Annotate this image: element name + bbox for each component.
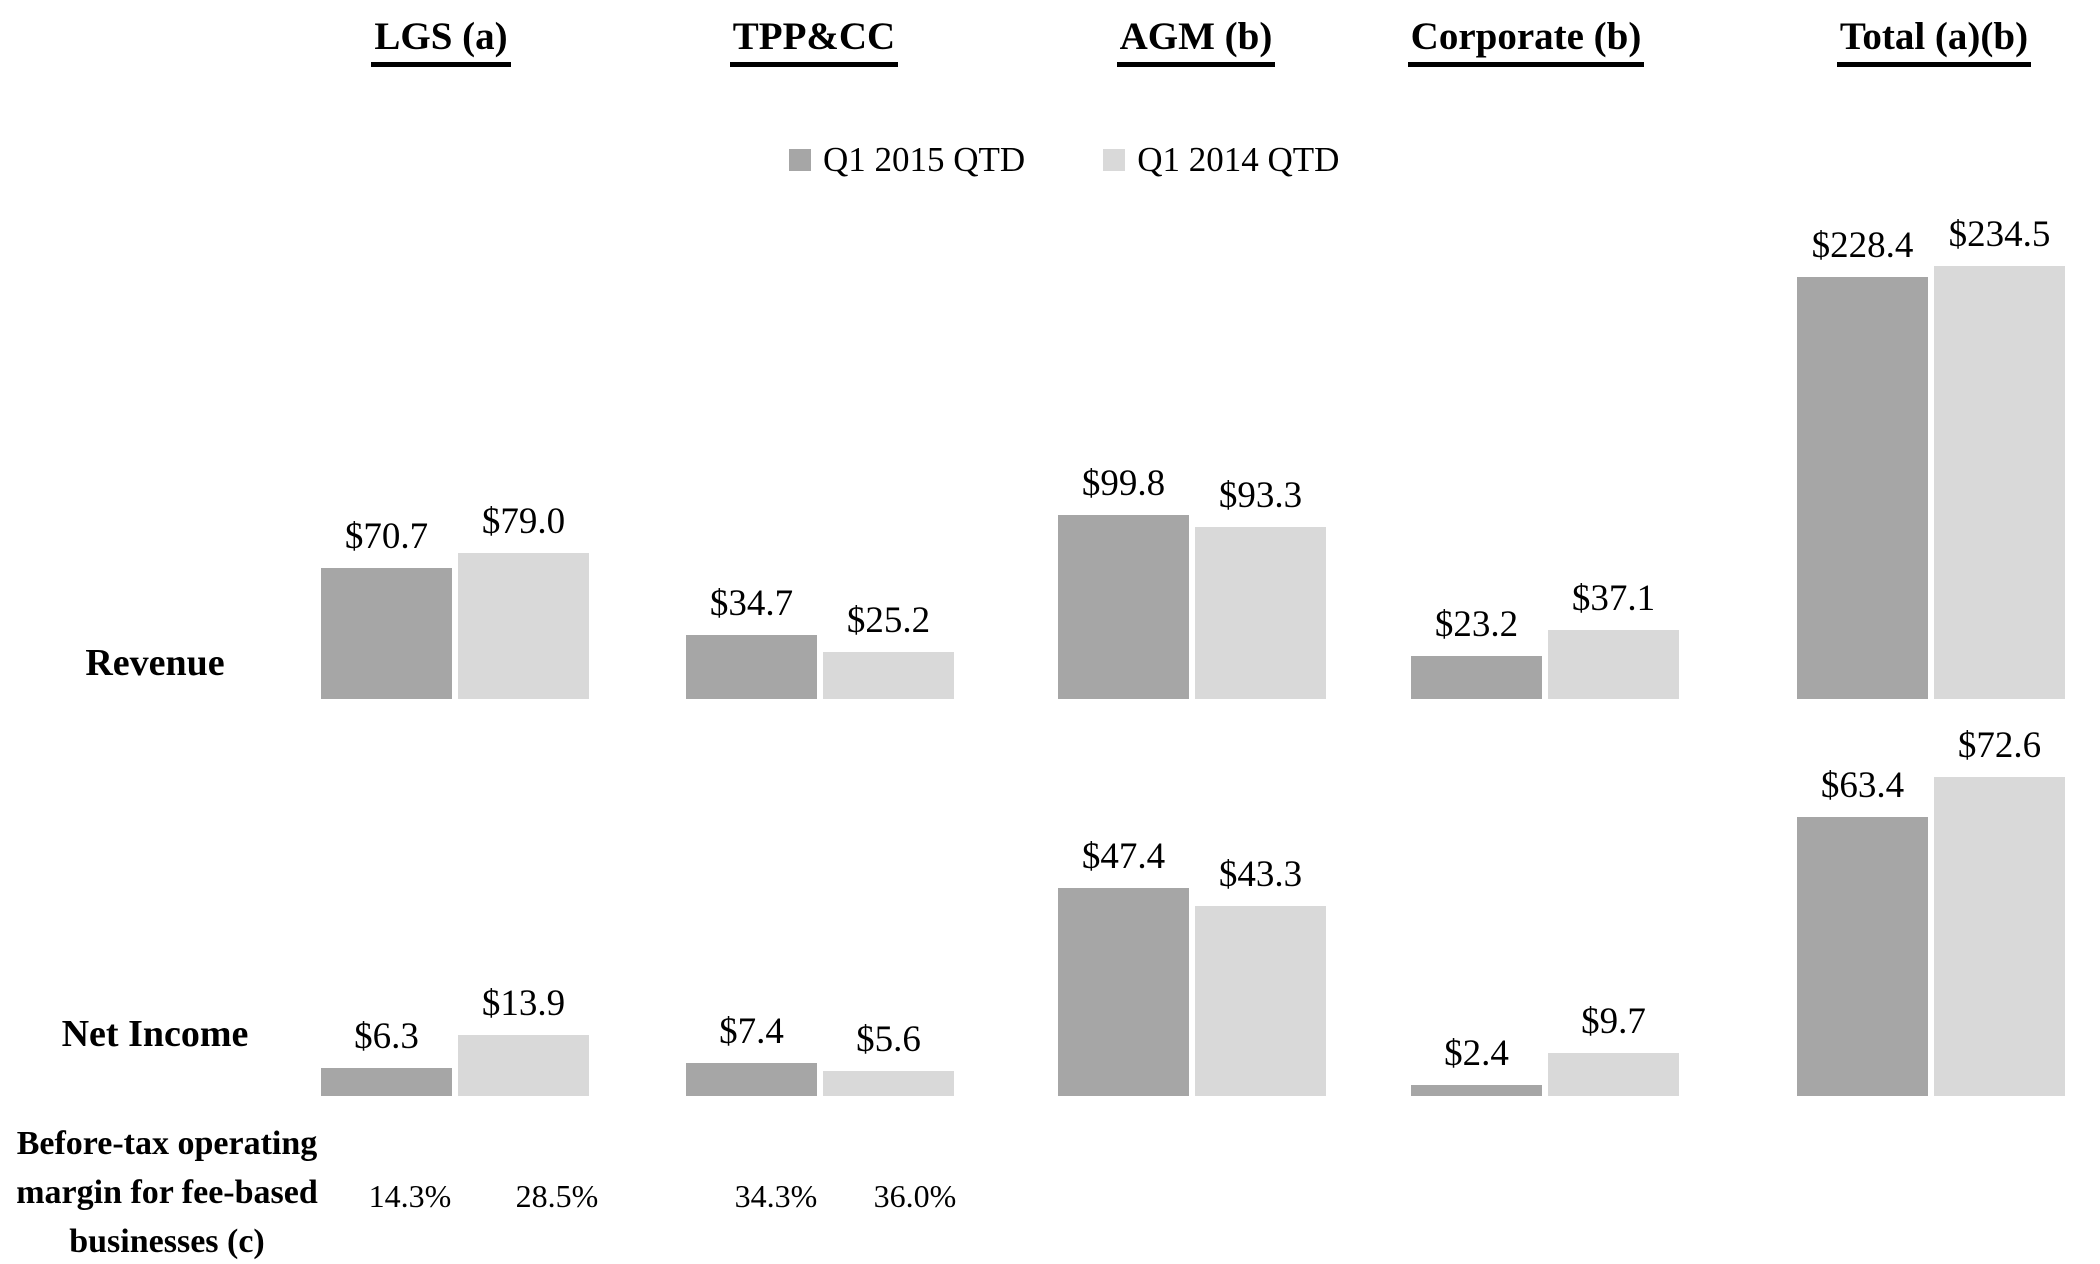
bar-value-revenue-lgs-a-q1-2014-qtd: $79.0 xyxy=(481,501,566,542)
row-label-net-income: Net Income xyxy=(61,1013,249,1055)
column-header-tpp-cc: TPP&CC xyxy=(634,14,994,67)
bar-revenue-tpp-cc-q1-2015-qtd xyxy=(686,635,817,699)
column-header-text: AGM (b) xyxy=(1116,14,1276,67)
bar-revenue-total-a-b-q1-2015-qtd xyxy=(1797,277,1928,699)
bar-revenue-lgs-a-q1-2014-qtd xyxy=(458,553,589,699)
bar-value-net-income-lgs-a-q1-2015-qtd: $6.3 xyxy=(354,1016,419,1057)
bar-value-net-income-total-a-b-q1-2014-qtd: $72.6 xyxy=(1957,725,2042,766)
margin-value-lgs-a-q1-2014: 28.5% xyxy=(515,1178,599,1214)
bar-net-income-total-a-b-q1-2014-qtd xyxy=(1934,777,2065,1096)
legend-item-q1-2015-qtd: Q1 2015 QTD xyxy=(789,140,1025,180)
legend-item-q1-2014-qtd: Q1 2014 QTD xyxy=(1103,140,1339,180)
margin-value-lgs-a-q1-2015: 14.3% xyxy=(368,1178,452,1214)
column-header-text: LGS (a) xyxy=(371,14,511,67)
bar-revenue-total-a-b-q1-2014-qtd xyxy=(1934,266,2065,699)
bar-net-income-total-a-b-q1-2015-qtd xyxy=(1797,817,1928,1096)
bar-value-net-income-corporate-b-q1-2014-qtd: $9.7 xyxy=(1581,1001,1646,1042)
margin-row-label: Before-tax operating margin for fee-base… xyxy=(2,1119,332,1264)
bar-value-revenue-corporate-b-q1-2015-qtd: $23.2 xyxy=(1434,604,1519,645)
bar-value-net-income-tpp-cc-q1-2014-qtd: $5.6 xyxy=(856,1019,921,1060)
bar-value-revenue-total-a-b-q1-2014-qtd: $234.5 xyxy=(1948,214,2051,255)
bar-revenue-tpp-cc-q1-2014-qtd xyxy=(823,652,954,699)
bar-revenue-corporate-b-q1-2015-qtd xyxy=(1411,656,1542,699)
bar-net-income-lgs-a-q1-2014-qtd xyxy=(458,1035,589,1096)
column-header-corporate-b: Corporate (b) xyxy=(1346,14,1706,67)
bar-value-net-income-tpp-cc-q1-2015-qtd: $7.4 xyxy=(719,1011,784,1052)
legend: Q1 2015 QTD Q1 2014 QTD xyxy=(789,140,1339,180)
bar-net-income-lgs-a-q1-2015-qtd xyxy=(321,1068,452,1096)
bar-value-net-income-corporate-b-q1-2015-qtd: $2.4 xyxy=(1444,1033,1509,1074)
margin-row-label-line1: Before-tax operating xyxy=(16,1125,318,1162)
legend-label: Q1 2015 QTD xyxy=(823,140,1026,179)
bar-revenue-agm-b-q1-2014-qtd xyxy=(1195,527,1326,699)
bar-value-net-income-agm-b-q1-2014-qtd: $43.3 xyxy=(1218,854,1303,895)
bar-value-revenue-total-a-b-q1-2015-qtd: $228.4 xyxy=(1811,225,1914,266)
bar-value-revenue-agm-b-q1-2015-qtd: $99.8 xyxy=(1081,463,1166,504)
bar-value-revenue-tpp-cc-q1-2014-qtd: $25.2 xyxy=(846,600,931,641)
bar-net-income-agm-b-q1-2014-qtd xyxy=(1195,906,1326,1096)
bar-value-revenue-agm-b-q1-2014-qtd: $93.3 xyxy=(1218,475,1303,516)
bar-revenue-lgs-a-q1-2015-qtd xyxy=(321,568,452,699)
bar-value-revenue-lgs-a-q1-2015-qtd: $70.7 xyxy=(344,516,429,557)
bar-value-revenue-corporate-b-q1-2014-qtd: $37.1 xyxy=(1571,578,1656,619)
column-header-agm-b: AGM (b) xyxy=(1016,14,1376,67)
legend-swatch-q1-2015-qtd xyxy=(789,149,811,171)
bar-revenue-agm-b-q1-2015-qtd xyxy=(1058,515,1189,699)
bar-value-net-income-agm-b-q1-2015-qtd: $47.4 xyxy=(1081,836,1166,877)
row-label-revenue: Revenue xyxy=(85,642,225,684)
legend-label: Q1 2014 QTD xyxy=(1137,140,1340,179)
column-header-text: TPP&CC xyxy=(729,14,899,67)
margin-value-tpp-cc-q1-2014: 36.0% xyxy=(873,1178,957,1214)
column-header-text: Total (a)(b) xyxy=(1836,14,2032,67)
bar-net-income-tpp-cc-q1-2015-qtd xyxy=(686,1063,817,1096)
legend-swatch-q1-2014-qtd xyxy=(1103,149,1126,171)
bar-value-net-income-lgs-a-q1-2014-qtd: $13.9 xyxy=(481,983,566,1024)
margin-row-label-line3: businesses (c) xyxy=(69,1223,265,1260)
bar-value-revenue-tpp-cc-q1-2015-qtd: $34.7 xyxy=(709,583,794,624)
bar-value-net-income-total-a-b-q1-2015-qtd: $63.4 xyxy=(1820,765,1905,806)
margin-value-tpp-cc-q1-2015: 34.3% xyxy=(734,1178,818,1214)
margin-row-label-line2: margin for fee-based xyxy=(16,1174,318,1211)
bar-revenue-corporate-b-q1-2014-qtd xyxy=(1548,630,1679,699)
bar-net-income-tpp-cc-q1-2014-qtd xyxy=(823,1071,954,1096)
column-header-text: Corporate (b) xyxy=(1407,14,1645,67)
bar-net-income-agm-b-q1-2015-qtd xyxy=(1058,888,1189,1096)
column-header-lgs-a: LGS (a) xyxy=(261,14,621,67)
bar-net-income-corporate-b-q1-2015-qtd xyxy=(1411,1085,1542,1096)
bar-net-income-corporate-b-q1-2014-qtd xyxy=(1548,1053,1679,1096)
column-header-total-a-b: Total (a)(b) xyxy=(1754,14,2100,67)
